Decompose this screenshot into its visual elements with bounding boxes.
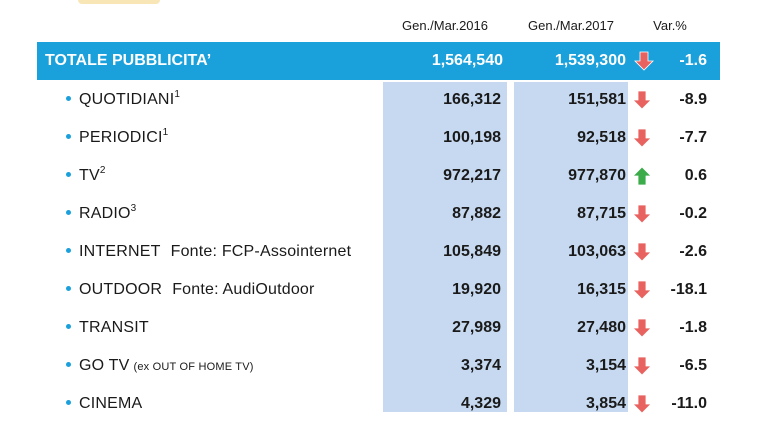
total-2016-value: 1,564,540 (431, 52, 503, 69)
row-label-group: RADIO3 (79, 195, 136, 235)
bullet-dot (66, 210, 71, 215)
arrow-down-icon (632, 128, 652, 148)
table-row: CINEMA 4,329 3,854 -11.0 (0, 385, 764, 423)
table-row: PERIODICI1 100,198 92,518 -7.7 (0, 119, 764, 157)
variation-value: 0.6 (684, 167, 707, 184)
arrow-up-icon (632, 166, 652, 186)
value-2017: 27,480 (577, 319, 626, 336)
header-variation: Var.% (653, 18, 687, 33)
row-label: PERIODICI (79, 129, 163, 146)
table-row: OUTDOOR Fonte: AudiOutdoor 19,920 16,315 -18… (0, 271, 764, 309)
bullet-dot (66, 362, 71, 367)
row-label: CINEMA (79, 395, 143, 412)
bullet-dot (66, 172, 71, 177)
row-label: OUTDOOR (79, 281, 163, 298)
value-2017: 151,581 (568, 91, 626, 108)
arrow-down-icon (632, 242, 652, 262)
table-row: INTERNET Fonte: FCP-Assointernet 105,849 10… (0, 233, 764, 271)
value-2017: 103,063 (568, 243, 626, 260)
total-label: TOTALE PUBBLICITA’ (45, 52, 212, 69)
row-source: Fonte: FCP-Assointernet (170, 243, 352, 260)
arrow-down-icon (632, 356, 652, 376)
footnote-marker: 1 (174, 89, 181, 100)
value-2016: 105,849 (443, 243, 501, 260)
table-row: RADIO3 87,882 87,715 -0.2 (0, 195, 764, 233)
footnote-marker: 1 (162, 127, 169, 138)
footnote-marker: 2 (99, 165, 106, 176)
value-2016: 972,217 (443, 167, 501, 184)
arrow-down-icon (632, 204, 652, 224)
row-label-group: PERIODICI1 (79, 119, 168, 159)
arrow-down-icon (632, 318, 652, 338)
value-2017: 16,315 (577, 281, 626, 298)
value-2017: 92,518 (577, 129, 626, 146)
column-2016-shade (383, 82, 507, 412)
header-2017: Gen./Mar.2017 (528, 18, 614, 33)
bullet-dot (66, 324, 71, 329)
row-label: GO TV (79, 357, 130, 374)
corner-logo-fragment (78, 0, 160, 4)
value-2017: 977,870 (568, 167, 626, 184)
row-label: TRANSIT (79, 319, 149, 336)
row-note: (ex OUT OF HOME TV) (133, 361, 254, 373)
row-label-group: TV2 (79, 157, 106, 197)
bullet-dot (66, 400, 71, 405)
variation-value: -2.6 (679, 243, 707, 260)
row-label: RADIO (79, 205, 131, 222)
variation-value: -0.2 (679, 205, 707, 222)
variation-value: -1.8 (679, 319, 707, 336)
value-2016: 166,312 (443, 91, 501, 108)
row-label-group: OUTDOOR Fonte: AudiOutdoor (79, 271, 315, 311)
variation-value: -11.0 (671, 395, 707, 412)
arrow-down-icon (632, 394, 652, 414)
value-2017: 87,715 (577, 205, 626, 222)
variation-value: -18.1 (670, 281, 707, 298)
bullet-dot (66, 248, 71, 253)
total-2017-value: 1,539,300 (554, 52, 626, 69)
row-label-group: TRANSIT (79, 309, 149, 349)
bullet-dot (66, 96, 71, 101)
bullet-dot (66, 286, 71, 291)
value-2016: 19,920 (452, 281, 501, 298)
row-label-group: CINEMA (79, 385, 142, 425)
row-label-group: INTERNET Fonte: FCP-Assointernet (79, 233, 351, 273)
arrow-down-icon (632, 90, 652, 110)
value-2016: 3,374 (460, 357, 501, 374)
table-row: TV2 972,217 977,870 0.6 (0, 157, 764, 195)
table-row: QUOTIDIANI1 166,312 151,581 -8.9 (0, 81, 764, 119)
value-2016: 4,329 (460, 395, 501, 412)
header-2016: Gen./Mar.2016 (402, 18, 488, 33)
arrow-down-icon (634, 51, 654, 71)
row-label: INTERNET (79, 243, 161, 260)
bullet-dot (66, 134, 71, 139)
table-row: GO TV (ex OUT OF HOME TV) 3,374 3,154 -6.5 (0, 347, 764, 385)
column-2017-shade (514, 82, 628, 412)
row-source: Fonte: AudiOutdoor (172, 281, 315, 298)
value-2017: 3,854 (585, 395, 626, 412)
value-2016: 100,198 (443, 129, 501, 146)
row-label-group: GO TV (ex OUT OF HOME TV) (79, 347, 254, 387)
total-row: TOTALE PUBBLICITA’ 1,564,540 1,539,300 -… (37, 42, 720, 80)
footnote-marker: 3 (130, 203, 137, 214)
row-label: TV (79, 167, 100, 184)
table-row: TRANSIT 27,989 27,480 -1.8 (0, 309, 764, 347)
row-label: QUOTIDIANI (79, 91, 175, 108)
value-2017: 3,154 (585, 357, 626, 374)
row-label-group: QUOTIDIANI1 (79, 81, 180, 121)
variation-value: -7.7 (679, 129, 707, 146)
arrow-down-icon (632, 280, 652, 300)
total-variation-value: -1.6 (679, 52, 707, 69)
value-2016: 87,882 (452, 205, 501, 222)
variation-value: -8.9 (679, 91, 707, 108)
value-2016: 27,989 (452, 319, 501, 336)
variation-value: -6.5 (679, 357, 707, 374)
